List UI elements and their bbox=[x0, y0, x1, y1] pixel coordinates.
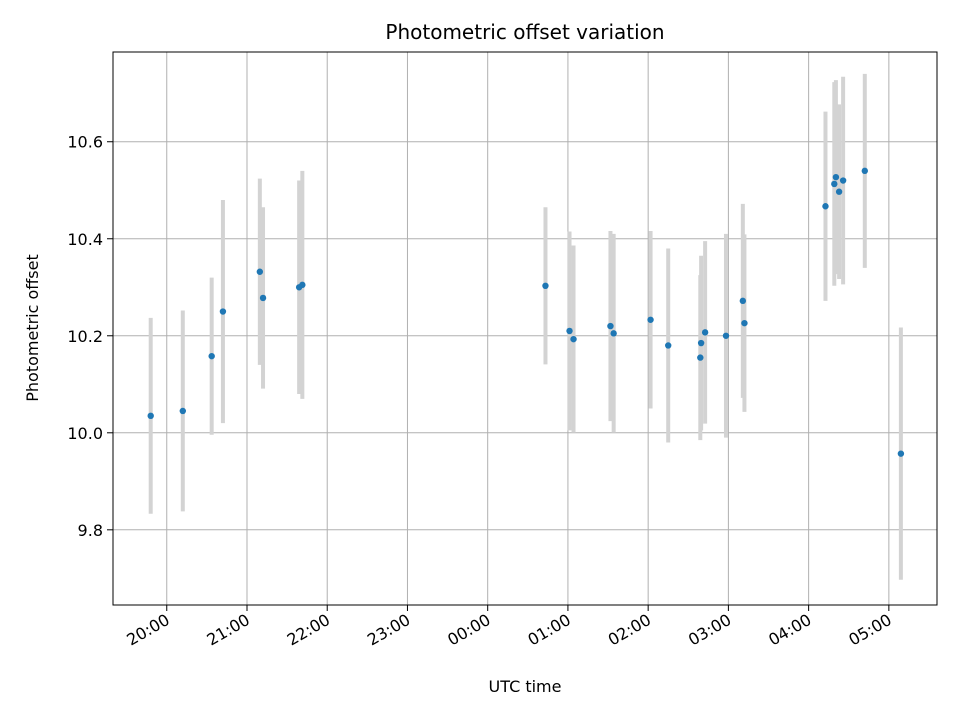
data-point bbox=[739, 297, 747, 305]
data-point bbox=[570, 335, 577, 343]
data-point bbox=[701, 329, 709, 336]
data-point bbox=[256, 268, 264, 275]
data-point bbox=[831, 180, 838, 188]
data-point bbox=[897, 450, 905, 457]
y-tick-label: 10.2 bbox=[67, 327, 103, 346]
data-point bbox=[839, 177, 847, 184]
data-point bbox=[299, 281, 306, 289]
data-points bbox=[147, 167, 905, 457]
y-axis-label: Photometric offset bbox=[23, 254, 42, 402]
data-point bbox=[607, 322, 614, 330]
data-point bbox=[610, 330, 617, 337]
data-point bbox=[741, 319, 748, 327]
data-point bbox=[542, 282, 549, 290]
data-point bbox=[179, 407, 187, 415]
data-point bbox=[835, 188, 843, 195]
x-axis-label: UTC time bbox=[489, 677, 562, 696]
y-tick-label: 9.8 bbox=[78, 521, 103, 540]
data-point bbox=[147, 412, 154, 420]
data-point bbox=[697, 354, 704, 361]
data-point bbox=[219, 308, 227, 315]
chart-title: Photometric offset variation bbox=[385, 20, 664, 44]
y-tick-label: 10.0 bbox=[67, 424, 103, 443]
y-tick-label: 10.6 bbox=[67, 133, 103, 152]
grid bbox=[113, 52, 937, 605]
data-point bbox=[665, 342, 672, 349]
data-point bbox=[861, 167, 868, 175]
data-point bbox=[647, 316, 654, 323]
data-point bbox=[722, 332, 730, 339]
data-point bbox=[259, 294, 267, 302]
data-point bbox=[822, 203, 829, 210]
data-point bbox=[832, 173, 840, 181]
data-point bbox=[697, 339, 705, 347]
data-point bbox=[566, 327, 573, 335]
y-axis-ticks: 9.8 10.0 10.2 10.4 10.6 bbox=[67, 133, 113, 540]
data-point bbox=[208, 352, 215, 360]
plot-frame bbox=[112, 51, 938, 606]
y-tick-label: 10.4 bbox=[67, 230, 103, 249]
